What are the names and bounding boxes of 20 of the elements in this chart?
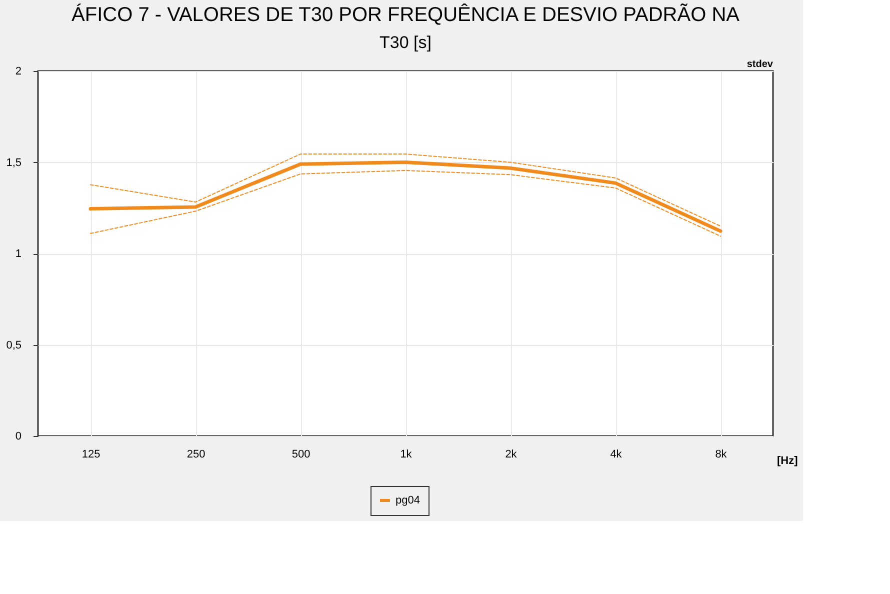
x-tick-label: 125 <box>82 448 100 460</box>
legend-label: pg04 <box>396 494 420 506</box>
x-tick-label: 4k <box>610 448 622 460</box>
x-tick-label: 250 <box>186 448 206 460</box>
y-tick-label: 2 <box>15 66 22 78</box>
x-tick-label: 500 <box>292 448 310 460</box>
y-tick-label: 0 <box>15 430 22 442</box>
x-tick-label: 8k <box>715 448 728 460</box>
line-series <box>90 154 721 227</box>
x-axis-title: [Hz] <box>777 455 798 467</box>
y-tick-label: 1,5 <box>6 156 22 169</box>
y-tick-label: 0,5 <box>6 339 22 352</box>
y-tick-label: 1 <box>15 248 22 260</box>
chart-title: ÁFICO 7 - VALORES DE T30 POR FREQUÊNCIA E DESVIO PADRÃO NA <box>72 3 740 26</box>
line-series <box>88 160 722 233</box>
line-series <box>90 170 721 237</box>
text: stdev <box>746 59 774 70</box>
x-tick-label: 1k <box>400 448 412 460</box>
x-tick-label: 2k <box>505 448 518 460</box>
chart-subtitle: T30 [s] <box>380 33 432 52</box>
